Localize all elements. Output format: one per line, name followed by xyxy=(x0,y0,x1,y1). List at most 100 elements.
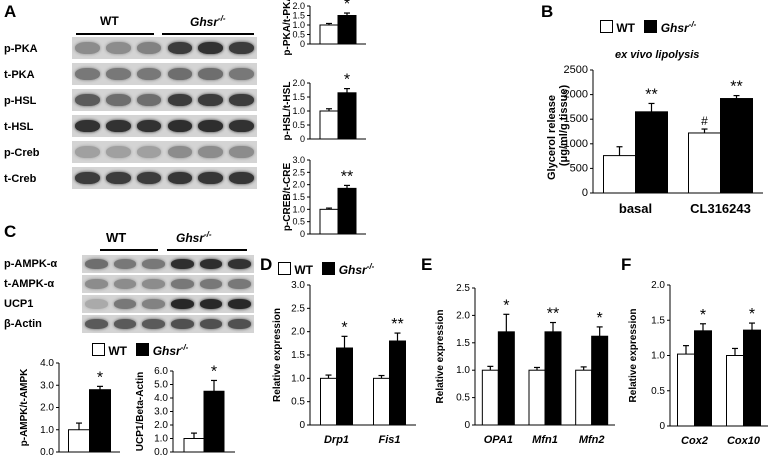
x-category-label-f: Cox10 xyxy=(727,435,761,447)
y-tick-label-f: 2.0 xyxy=(651,280,665,291)
blot-band xyxy=(198,119,224,133)
bar-e-wt xyxy=(528,369,546,426)
blot-row-label: p-PKA xyxy=(4,43,38,55)
bar-b-ko xyxy=(720,98,753,194)
y-tick-label-c1: 0.0 xyxy=(40,447,54,457)
y-tick-label-a1: 0.5 xyxy=(292,30,305,40)
significance-mark-f: * xyxy=(749,306,755,323)
blot-band xyxy=(199,298,223,310)
bar-e-ko xyxy=(544,331,562,426)
y-tick-label-d: 1.0 xyxy=(291,373,305,384)
blot-row-label: p-AMPK-α xyxy=(4,258,58,270)
y-tick-label-c1: 3.0 xyxy=(40,380,54,391)
legend-b: WT Ghsr-/- xyxy=(600,20,696,35)
legend-label-ko: Ghsr-/- xyxy=(152,343,189,358)
y-axis-label-e: Relative expression xyxy=(435,310,446,404)
blot-row-label: p-Creb xyxy=(4,147,40,159)
bar-d-ko xyxy=(389,340,406,426)
bar-a2-wt xyxy=(319,110,339,140)
blot-band xyxy=(171,258,194,270)
blot-c-ko-underline xyxy=(167,249,247,251)
bar-a3-ko xyxy=(337,187,357,235)
y-tick-label-a3: 3.0 xyxy=(292,155,305,165)
blot-row-label: t-AMPK-α xyxy=(4,278,55,290)
bar-a3-wt xyxy=(319,208,339,235)
y-tick-label-d: 0.5 xyxy=(291,397,305,408)
blot-band xyxy=(198,145,224,159)
y-tick-label-c2: 5.0 xyxy=(154,380,168,391)
legend-swatch-wt xyxy=(278,262,291,275)
blot-band xyxy=(167,67,193,81)
legend-swatch-wt xyxy=(600,20,613,33)
x-category-label-d: Drp1 xyxy=(324,434,349,446)
y-tick-label-c2: 2.0 xyxy=(154,420,168,431)
blot-row-label: p-HSL xyxy=(4,95,37,107)
x-category-label-b: CL316243 xyxy=(690,201,751,216)
y-tick-label-a3: 2.0 xyxy=(292,180,305,190)
blot-band xyxy=(75,41,100,55)
blot-band xyxy=(75,171,100,185)
y-tick-label-a2: 0.5 xyxy=(292,120,305,130)
bar-c1-ko xyxy=(89,389,111,453)
legend-label-wt: WT xyxy=(616,21,635,35)
blot-band xyxy=(228,318,251,330)
bar-c2-ko xyxy=(203,390,225,453)
bar-e-ko xyxy=(591,335,609,426)
y-tick-label-d: 1.5 xyxy=(291,350,305,361)
blot-band xyxy=(105,41,131,55)
blot-band xyxy=(75,93,100,107)
y-tick-label-c1: 1.0 xyxy=(40,425,54,436)
significance-mark-b: ** xyxy=(730,79,742,96)
significance-mark-d: * xyxy=(341,319,347,336)
panel-letter-b: B xyxy=(541,2,554,21)
significance-mark-c1: * xyxy=(97,369,103,386)
blot-band xyxy=(142,318,165,330)
y-tick-label-e: 1.5 xyxy=(456,338,470,349)
blot-row-label: β-Actin xyxy=(4,318,42,330)
y-tick-label-e: 0 xyxy=(464,420,470,431)
y-axis-label-b: Glycerol release(μg/ml/g tissue) xyxy=(546,85,570,180)
blot-band xyxy=(85,278,108,290)
western-blot-c: WT Ghsr-/- p-AMPK-α t-AMPK-α UCP1 β-Actin xyxy=(0,222,260,342)
x-category-label-e: Mfn1 xyxy=(532,434,558,446)
y-tick-label-b: 1000 xyxy=(564,138,588,150)
y-tick-label-c2: 1.0 xyxy=(154,434,168,445)
blot-band xyxy=(105,119,131,133)
blot-band xyxy=(228,258,251,270)
y-tick-label-c2: 6.0 xyxy=(154,366,168,377)
y-tick-label-d: 2.5 xyxy=(291,303,305,314)
blot-band xyxy=(229,41,254,55)
blot-band xyxy=(113,298,137,310)
y-axis-label-a2: p-HSL/t-HSL xyxy=(282,82,293,141)
legend-swatch-ko xyxy=(644,20,658,33)
blot-band xyxy=(171,298,194,310)
y-tick-label-a1: 2.0 xyxy=(292,1,305,11)
blot-band xyxy=(113,278,137,290)
blot-band xyxy=(105,93,131,107)
bar-f-ko xyxy=(743,329,761,427)
blot-band xyxy=(136,145,162,159)
legend-label-wt: WT xyxy=(294,263,313,277)
x-category-label-d: Fis1 xyxy=(378,434,400,446)
y-tick-label-d: 2.0 xyxy=(291,327,305,338)
blot-band xyxy=(75,145,100,159)
blot-band xyxy=(75,119,100,133)
y-tick-label-c2: 3.0 xyxy=(154,407,168,418)
y-tick-label-f: 0.5 xyxy=(651,386,665,397)
y-tick-label-a1: 1.5 xyxy=(292,11,305,21)
panel-letter-f: F xyxy=(621,255,632,274)
blot-band xyxy=(167,93,193,107)
x-category-label-b: basal xyxy=(619,201,652,216)
y-tick-label-c1: 2.0 xyxy=(40,403,54,414)
y-tick-label-f: 1.5 xyxy=(651,315,665,326)
legend-label-wt: WT xyxy=(108,344,127,358)
blot-band xyxy=(136,41,162,55)
blot-band xyxy=(198,93,224,107)
significance-mark-a1: * xyxy=(344,0,350,13)
blot-band xyxy=(167,171,193,185)
x-category-label-e: OPA1 xyxy=(484,434,513,446)
blot-band xyxy=(171,278,194,290)
bar-d-wt xyxy=(373,377,390,426)
x-category-label-e: Mfn2 xyxy=(579,434,605,446)
